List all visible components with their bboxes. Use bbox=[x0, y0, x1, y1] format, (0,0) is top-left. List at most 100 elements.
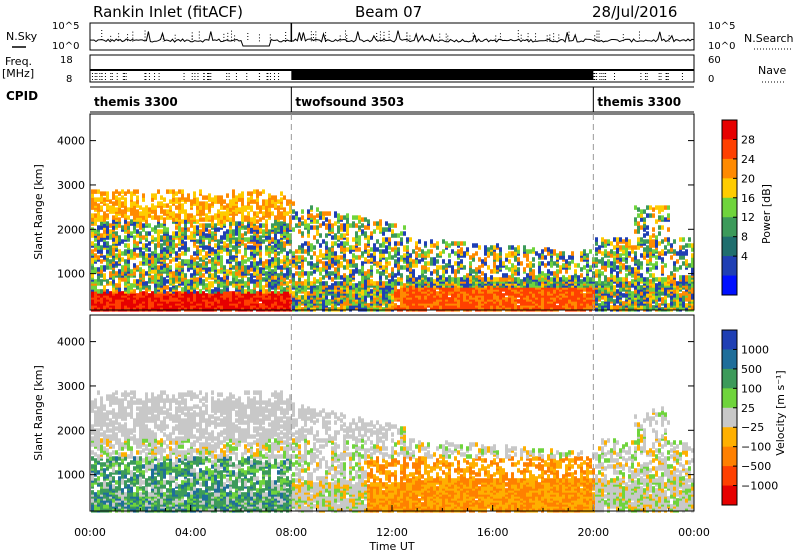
power-echo-cell bbox=[271, 203, 274, 208]
power-echo-cell bbox=[367, 279, 370, 284]
power-echo-cell bbox=[166, 249, 169, 254]
power-echo-cell bbox=[412, 277, 415, 282]
power-echo-cell bbox=[397, 251, 400, 256]
power-echo-cell bbox=[364, 231, 367, 236]
power-echo-cell bbox=[328, 211, 331, 216]
power-echo-cell bbox=[127, 233, 130, 238]
power-echo-cell bbox=[310, 255, 313, 260]
power-echo-cell bbox=[355, 223, 358, 228]
power-echo-cell bbox=[556, 305, 559, 310]
power-echo-cell bbox=[358, 299, 361, 304]
power-echo-cell bbox=[202, 279, 205, 284]
power-echo-cell bbox=[208, 233, 211, 238]
power-echo-cell bbox=[301, 271, 304, 276]
power-echo-cell bbox=[232, 189, 235, 194]
power-echo-cell bbox=[493, 293, 496, 298]
power-echo-cell bbox=[379, 281, 382, 286]
power-echo-cell bbox=[457, 303, 460, 308]
power-echo-cell bbox=[157, 265, 160, 270]
power-echo-cell bbox=[373, 257, 376, 262]
power-echo-cell bbox=[244, 249, 247, 254]
power-echo-cell bbox=[217, 283, 220, 288]
power-echo-cell bbox=[490, 269, 493, 274]
power-echo-cell bbox=[616, 259, 619, 264]
power-echo-cell bbox=[292, 215, 295, 220]
power-echo-cell bbox=[196, 277, 199, 282]
power-echo-cell bbox=[139, 237, 142, 242]
power-echo-cell bbox=[295, 271, 298, 276]
power-echo-cell bbox=[397, 305, 400, 310]
power-echo-cell bbox=[541, 255, 544, 260]
power-echo-cell bbox=[511, 263, 514, 268]
power-echo-cell bbox=[514, 255, 517, 260]
power-echo-cell bbox=[97, 215, 100, 220]
power-echo-cell bbox=[226, 247, 229, 252]
power-echo-cell bbox=[166, 189, 169, 194]
power-echo-cell bbox=[130, 209, 133, 214]
power-echo-cell bbox=[337, 281, 340, 286]
power-echo-cell bbox=[112, 219, 115, 224]
power-echo-cell bbox=[274, 215, 277, 220]
power-echo-cell bbox=[118, 283, 121, 288]
power-echo-cell bbox=[160, 223, 163, 228]
power-echo-cell bbox=[262, 211, 265, 216]
power-echo-cell bbox=[205, 267, 208, 272]
power-echo-cell bbox=[124, 209, 127, 214]
power-echo-cell bbox=[298, 245, 301, 250]
power-echo-cell bbox=[214, 227, 217, 232]
power-echo-cell bbox=[271, 223, 274, 228]
power-echo-cell bbox=[208, 249, 211, 254]
power-echo-cell bbox=[256, 261, 259, 266]
power-echo-cell bbox=[460, 241, 463, 246]
power-echo-cell bbox=[256, 299, 259, 304]
power-echo-cell bbox=[268, 259, 271, 264]
power-echo-cell bbox=[169, 259, 172, 264]
power-echo-cell bbox=[241, 217, 244, 222]
power-echo-cell bbox=[610, 305, 613, 310]
power-echo-cell bbox=[394, 249, 397, 254]
power-echo-cell bbox=[643, 251, 646, 256]
power-echo-cell bbox=[619, 287, 622, 292]
power-echo-cell bbox=[118, 235, 121, 240]
power-echo-cell bbox=[268, 267, 271, 272]
power-echo-cell bbox=[295, 215, 298, 220]
power-echo-cell bbox=[223, 247, 226, 252]
power-echo-cell bbox=[166, 279, 169, 284]
power-echo-cell bbox=[364, 243, 367, 248]
power-echo-cell bbox=[331, 247, 334, 252]
power-echo-cell bbox=[553, 277, 556, 282]
power-echo-cell bbox=[223, 219, 226, 224]
power-echo-cell bbox=[280, 229, 283, 234]
power-echo-cell bbox=[616, 265, 619, 270]
power-echo-cell bbox=[442, 299, 445, 304]
power-echo-cell bbox=[403, 265, 406, 270]
power-echo-cell bbox=[127, 215, 130, 220]
power-echo-cell bbox=[151, 227, 154, 232]
power-echo-cell bbox=[163, 263, 166, 268]
power-echo-cell bbox=[361, 291, 364, 296]
nave-label: Nave bbox=[758, 64, 786, 77]
power-echo-cell bbox=[544, 247, 547, 252]
power-echo-cell bbox=[304, 241, 307, 246]
power-echo-cell bbox=[607, 301, 610, 306]
power-echo-cell bbox=[445, 241, 448, 246]
power-echo-cell bbox=[307, 229, 310, 234]
power-echo-cell bbox=[637, 213, 640, 218]
power-echo-cell bbox=[175, 275, 178, 280]
power-echo-cell bbox=[358, 303, 361, 308]
power-echo-cell bbox=[358, 235, 361, 240]
power-echo-cell bbox=[226, 287, 229, 292]
power-echo-cell bbox=[127, 263, 130, 268]
power-echo-cell bbox=[388, 245, 391, 250]
power-echo-cell bbox=[421, 307, 424, 312]
power-echo-cell bbox=[145, 205, 148, 210]
power-echo-cell bbox=[328, 275, 331, 280]
power-echo-cell bbox=[94, 229, 97, 234]
power-echo-cell bbox=[412, 263, 415, 268]
power-echo-cell bbox=[619, 283, 622, 288]
power-echo-cell bbox=[190, 291, 193, 296]
power-echo-cell bbox=[577, 275, 580, 280]
power-echo-cell bbox=[397, 247, 400, 252]
power-echo-cell bbox=[616, 277, 619, 282]
power-echo-cell bbox=[139, 231, 142, 236]
